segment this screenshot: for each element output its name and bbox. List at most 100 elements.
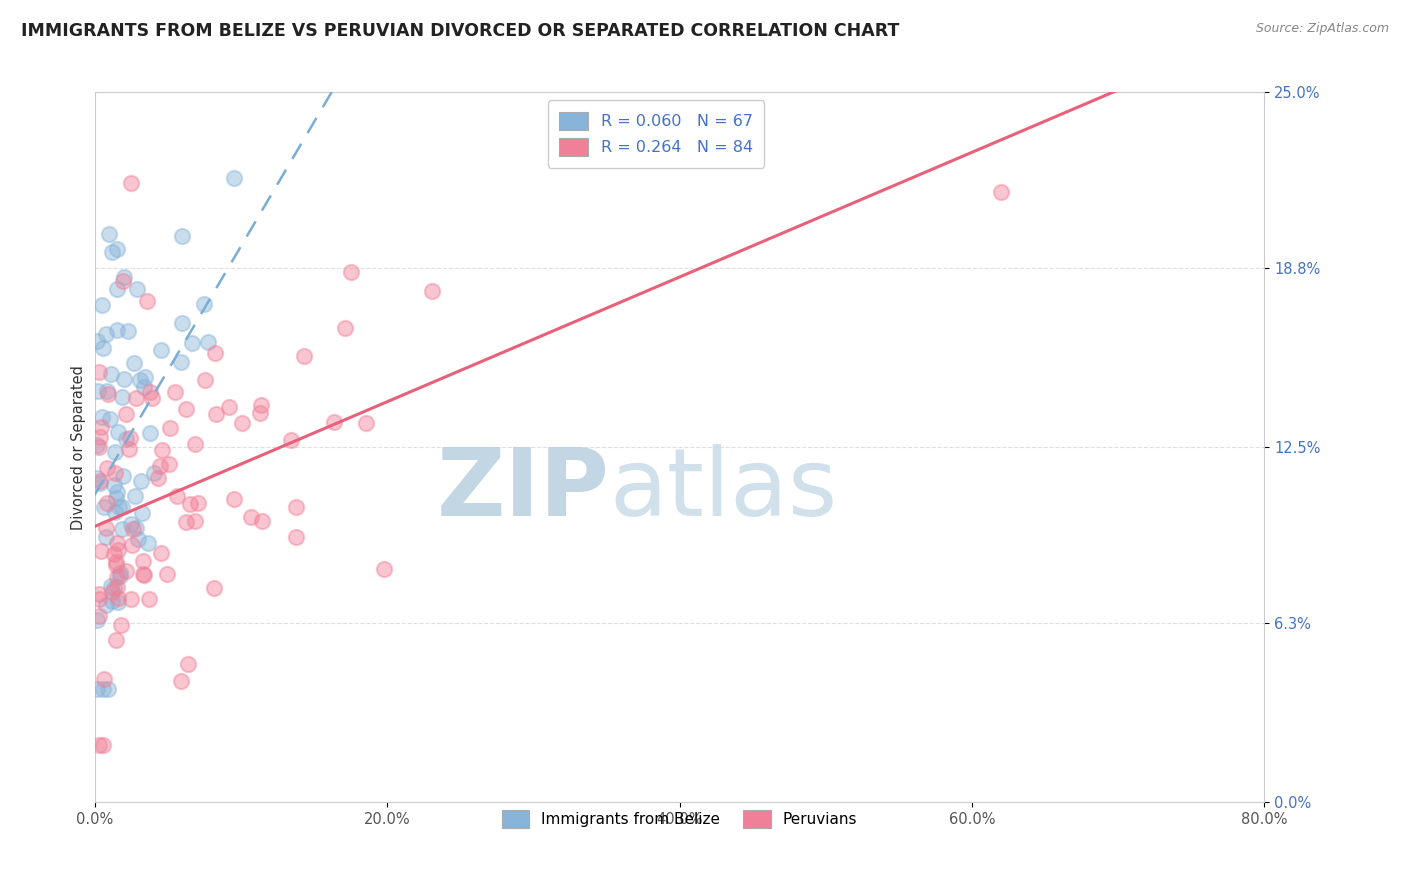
Point (87, 365, 110, 379)
Point (104, 505, 127, 519)
Point (204, 407, 226, 421)
Point (108, 566, 131, 580)
Point (177, 657, 200, 671)
Point (100, 367, 122, 381)
Point (150, 343, 173, 358)
Point (86, 470, 108, 484)
Point (105, 580, 128, 594)
Point (111, 522, 134, 536)
Point (183, 514, 205, 528)
Point (131, 506, 153, 520)
Point (105, 558, 128, 573)
Point (181, 335, 204, 350)
Point (87, 440, 110, 454)
Point (100, 245, 122, 260)
Point (990, 185, 1012, 199)
Point (96, 384, 118, 398)
Point (292, 349, 315, 363)
Point (90, 409, 112, 424)
Point (97, 386, 120, 401)
Point (121, 538, 143, 552)
Point (89, 608, 111, 623)
Point (193, 297, 215, 311)
Point (284, 530, 307, 544)
Text: Source: ZipAtlas.com: Source: ZipAtlas.com (1256, 22, 1389, 36)
Point (148, 470, 170, 484)
Point (108, 569, 131, 583)
Point (156, 566, 179, 581)
Point (250, 398, 273, 412)
Point (170, 355, 193, 369)
Point (333, 321, 356, 335)
Point (120, 176, 142, 190)
Point (107, 595, 129, 609)
Point (149, 459, 172, 474)
Point (125, 521, 148, 535)
Point (218, 401, 240, 415)
Legend: Immigrants from Belize, Peruvians: Immigrants from Belize, Peruvians (495, 804, 863, 834)
Point (93, 500, 115, 514)
Point (172, 316, 194, 330)
Point (202, 581, 225, 595)
Point (89, 476, 111, 491)
Point (143, 466, 166, 480)
Point (100, 579, 122, 593)
Text: atlas: atlas (609, 444, 838, 536)
Point (105, 242, 128, 256)
Point (150, 442, 173, 457)
Point (240, 509, 263, 524)
Point (87, 587, 110, 601)
Point (132, 379, 155, 393)
Point (132, 566, 155, 581)
Point (373, 561, 395, 575)
Point (120, 516, 142, 531)
Point (100, 412, 122, 426)
Point (128, 373, 150, 387)
Point (132, 554, 155, 568)
Point (122, 356, 145, 370)
Point (98, 227, 121, 242)
Point (132, 567, 155, 582)
Point (186, 496, 208, 510)
Point (96, 461, 118, 475)
Point (103, 581, 125, 595)
Point (139, 384, 162, 399)
Point (194, 373, 217, 387)
Point (197, 334, 219, 349)
Point (112, 269, 135, 284)
Point (114, 432, 136, 446)
Point (111, 500, 134, 514)
Point (125, 391, 148, 405)
Point (104, 467, 127, 481)
Point (141, 391, 163, 405)
Point (105, 632, 128, 647)
Point (120, 431, 142, 445)
Point (103, 478, 125, 492)
Point (280, 433, 302, 447)
Point (93, 673, 115, 687)
Point (87, 384, 110, 398)
Point (172, 228, 194, 243)
Point (134, 370, 156, 384)
Point (104, 445, 127, 459)
Point (136, 293, 159, 308)
Point (174, 515, 197, 529)
Point (96, 326, 118, 341)
Point (87, 591, 110, 606)
Point (96, 521, 118, 535)
Y-axis label: Divorced or Separated: Divorced or Separated (72, 365, 86, 530)
Point (249, 407, 271, 421)
Point (105, 536, 128, 550)
Point (89, 474, 111, 488)
Point (86, 438, 108, 452)
Point (184, 437, 207, 451)
Point (90, 298, 112, 312)
Point (222, 170, 245, 185)
Point (103, 547, 125, 561)
Point (105, 484, 128, 499)
Point (96, 496, 118, 510)
Point (110, 618, 132, 632)
Point (120, 592, 142, 607)
Point (101, 594, 124, 608)
Point (231, 416, 253, 430)
